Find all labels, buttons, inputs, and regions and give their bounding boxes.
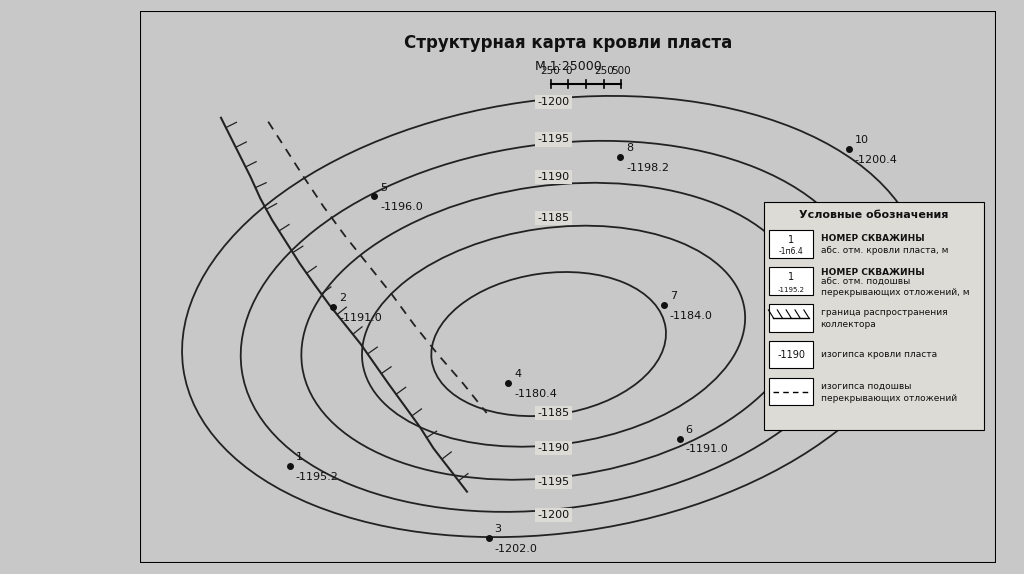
- Text: 1: 1: [296, 452, 303, 462]
- Text: -1184.0: -1184.0: [670, 311, 713, 321]
- Text: 9: 9: [857, 344, 864, 354]
- Text: -1198.2: -1198.2: [627, 163, 670, 173]
- Text: граница распространения: граница распространения: [820, 308, 947, 317]
- Text: -1185: -1185: [538, 408, 569, 418]
- Text: 3: 3: [495, 524, 502, 534]
- Text: 10: 10: [855, 135, 868, 145]
- Text: -1200.4: -1200.4: [855, 155, 898, 165]
- Text: -1195.2: -1195.2: [777, 286, 805, 293]
- Text: 1: 1: [788, 272, 795, 282]
- Text: 2: 2: [339, 293, 346, 302]
- Text: Условные обозначения: Условные обозначения: [800, 210, 948, 220]
- Text: -1п6.4: -1п6.4: [778, 247, 804, 256]
- Text: абс. отм. подошвы: абс. отм. подошвы: [820, 278, 910, 288]
- Text: -1190: -1190: [538, 172, 569, 182]
- Text: -1191.0: -1191.0: [339, 313, 382, 323]
- Text: НОМЕР СКВАЖИНЫ: НОМЕР СКВАЖИНЫ: [820, 267, 925, 277]
- Text: 250: 250: [594, 67, 613, 76]
- Text: коллектора: коллектора: [820, 320, 877, 329]
- Text: -1191.0: -1191.0: [685, 444, 728, 455]
- Text: М 1:25000: М 1:25000: [535, 60, 602, 73]
- Bar: [764, 201, 984, 430]
- Text: перекрывающих отложений, м: перекрывающих отложений, м: [820, 288, 969, 297]
- Text: -1190: -1190: [538, 443, 569, 453]
- Text: 0: 0: [565, 67, 571, 76]
- Text: перекрывающих отложений: перекрывающих отложений: [820, 394, 956, 403]
- Bar: [769, 378, 813, 405]
- Text: -1196.6: -1196.6: [857, 364, 899, 374]
- Text: -1202.0: -1202.0: [495, 544, 538, 554]
- Text: Структурная карта кровли пласта: Структурная карта кровли пласта: [404, 34, 732, 52]
- Bar: [769, 304, 813, 332]
- Text: -1196.0: -1196.0: [380, 203, 423, 212]
- Text: -1195: -1195: [538, 477, 569, 487]
- Text: НОМЕР СКВАЖИНЫ: НОМЕР СКВАЖИНЫ: [820, 234, 925, 243]
- Text: 6: 6: [685, 425, 692, 435]
- Text: изогипса подошвы: изогипса подошвы: [820, 382, 911, 391]
- Text: изогипса кровли пласта: изогипса кровли пласта: [820, 350, 937, 359]
- Text: -1200: -1200: [538, 97, 569, 107]
- Text: 250: 250: [541, 67, 560, 76]
- Text: -1195.2: -1195.2: [296, 472, 339, 482]
- Bar: [769, 267, 813, 294]
- Text: 7: 7: [670, 291, 677, 301]
- Text: -1185: -1185: [538, 213, 569, 223]
- Bar: [769, 230, 813, 258]
- Text: 500: 500: [611, 67, 631, 76]
- Text: -1190: -1190: [777, 350, 805, 360]
- Text: -1200: -1200: [538, 510, 569, 520]
- Text: 1: 1: [788, 235, 795, 245]
- Text: 8: 8: [627, 143, 634, 153]
- Bar: [769, 341, 813, 369]
- Text: абс. отм. кровли пласта, м: абс. отм. кровли пласта, м: [820, 246, 948, 255]
- Text: -1180.4: -1180.4: [514, 389, 557, 400]
- Text: 4: 4: [514, 370, 521, 379]
- Text: 5: 5: [380, 183, 387, 192]
- Text: -1195: -1195: [538, 134, 569, 145]
